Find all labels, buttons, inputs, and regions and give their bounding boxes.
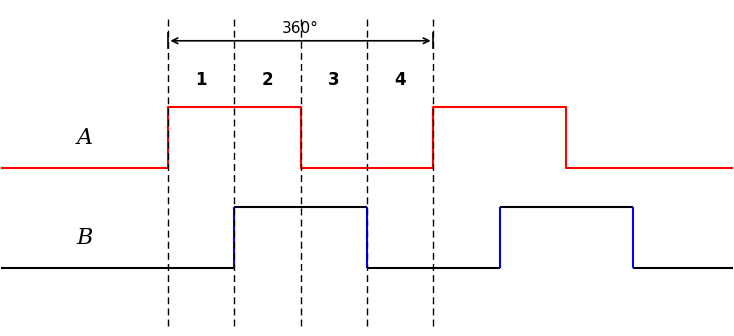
- Text: 3: 3: [328, 71, 340, 89]
- Text: 2: 2: [261, 71, 273, 89]
- Text: 4: 4: [394, 71, 406, 89]
- Text: 1: 1: [195, 71, 206, 89]
- Text: 360°: 360°: [282, 21, 319, 36]
- Text: A: A: [76, 127, 92, 149]
- Text: B: B: [76, 227, 92, 249]
